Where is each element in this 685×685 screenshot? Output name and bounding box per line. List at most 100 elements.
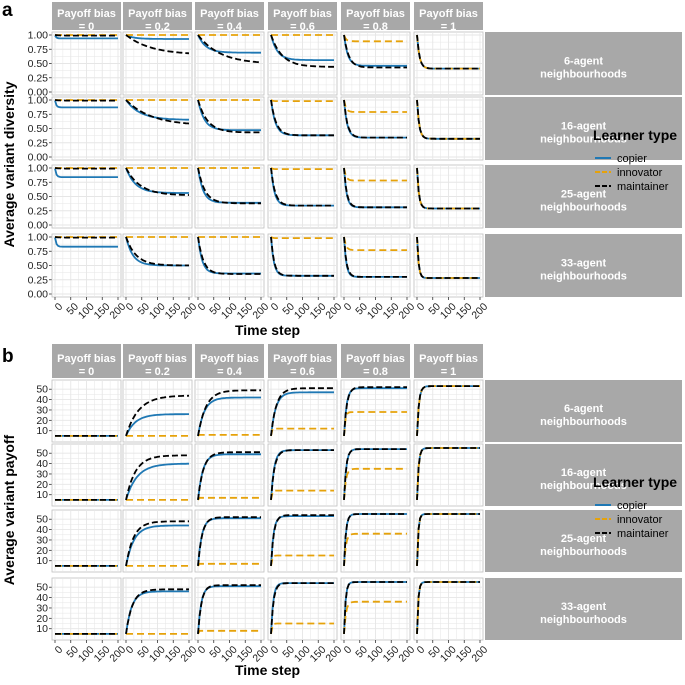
series-line-innovator	[197, 496, 261, 501]
y-tick-label: 0.75	[28, 44, 49, 56]
series-line-maintainer	[197, 167, 261, 205]
row-strip-label: 6-agent neighbourhoods	[540, 403, 627, 428]
series-line-maintainer	[416, 447, 480, 500]
facet-panel	[413, 164, 484, 229]
column-strip-label-line: = 0.8	[363, 21, 388, 33]
series-line-maintainer	[416, 34, 480, 70]
facet-panel	[340, 96, 411, 161]
row-strip-label-line: 6-agent	[564, 56, 603, 68]
y-tick-label: 1.00	[28, 95, 49, 107]
facet-panel	[340, 443, 411, 507]
row-strip	[485, 234, 682, 297]
series-line-copier	[125, 462, 189, 501]
series-line-innovator	[270, 622, 334, 635]
series-line-maintainer	[54, 167, 118, 170]
column-strip	[52, 344, 121, 378]
series-line-copier	[54, 35, 118, 40]
series-line-maintainer	[343, 167, 407, 209]
facet-panel	[267, 577, 338, 641]
series-line-copier	[125, 413, 189, 437]
y-tick-label: 50	[36, 448, 48, 460]
legend-label-innovator: innovator	[617, 167, 663, 179]
series-line-maintainer	[416, 385, 480, 436]
x-tick-label: 0	[342, 301, 355, 314]
column-strip-label-line: = 0	[79, 366, 95, 378]
column-strip	[52, 2, 121, 30]
column-strip	[123, 2, 192, 30]
series-line-innovator	[343, 532, 407, 566]
y-tick-label: 0.00	[28, 87, 49, 99]
facet-panel	[267, 443, 338, 507]
column-strip-label-line: Payoff bias	[346, 353, 405, 365]
x-tick-label: 0	[342, 644, 355, 657]
column-strip-label: Payoff bias = 0.6	[273, 8, 332, 33]
facet-panel	[51, 577, 122, 641]
legend: Learner type copier innovator maintainer	[593, 127, 677, 193]
series-line-copier	[125, 34, 189, 40]
series-line-innovator	[343, 467, 407, 500]
y-tick-label: 20	[36, 415, 48, 427]
y-tick-label: 50	[36, 582, 48, 594]
series-line-maintainer	[416, 167, 480, 210]
legend-label-copier: copier	[617, 153, 647, 165]
x-tick-label: 0	[53, 644, 66, 657]
column-strip-label-line: Payoff bias	[419, 353, 478, 365]
facet-panel	[194, 96, 265, 161]
facet-panel	[413, 577, 484, 641]
series-line-innovator	[270, 489, 334, 501]
column-strip-label-line: = 0.6	[290, 21, 315, 33]
facet-panel	[267, 96, 338, 161]
column-strip	[268, 2, 337, 30]
row-strip-label-line: neighbourhoods	[540, 202, 627, 214]
column-strip-label-line: = 0.8	[363, 366, 388, 378]
x-tick-label: 0	[415, 301, 428, 314]
facet-panel	[413, 379, 484, 443]
y-tick-label: 0.50	[28, 58, 49, 70]
legend-title: Learner type	[593, 474, 677, 490]
series-line-innovator	[270, 427, 334, 437]
facet-panel	[122, 577, 193, 641]
facet-panel	[413, 96, 484, 161]
series-line-maintainer	[270, 236, 334, 277]
series-line-maintainer	[270, 582, 334, 634]
y-tick-label: 0.00	[28, 220, 49, 232]
column-strip-label-line: Payoff bias	[419, 8, 478, 20]
y-tick-label: 0.25	[28, 137, 49, 149]
series-line-maintainer	[125, 167, 189, 196]
x-tick-label: 200	[323, 644, 344, 665]
series-line-maintainer	[125, 394, 190, 437]
y-tick-label: 40	[36, 458, 48, 470]
facet-panel	[51, 164, 122, 229]
series-line-maintainer	[197, 236, 261, 275]
series-line-innovator	[343, 600, 407, 634]
row-strip	[485, 32, 682, 95]
series-line-maintainer	[343, 99, 407, 139]
series-line-innovator	[416, 167, 480, 210]
series-line-innovator	[343, 99, 407, 113]
row-strip-label-line: 16-agent	[561, 121, 607, 133]
series-line-innovator	[197, 629, 261, 635]
x-tick-label: 200	[396, 644, 417, 665]
series-line-maintainer	[416, 581, 480, 634]
facet-panel	[340, 233, 411, 298]
column-strip-label: Payoff bias = 0.6	[273, 353, 332, 378]
series-line-maintainer	[54, 236, 118, 239]
series-line-maintainer	[197, 451, 261, 501]
series-line-maintainer	[125, 588, 189, 635]
series-line-copier	[54, 100, 118, 109]
y-axis-title: Average variant diversity	[1, 81, 17, 247]
column-strip	[195, 344, 264, 378]
column-strip-label-line: = 0.4	[217, 366, 243, 378]
column-strip-label-line: Payoff bias	[346, 8, 405, 20]
facet-panel	[194, 509, 265, 573]
series-line-innovator	[343, 236, 407, 252]
x-axis-title: Time step	[235, 662, 300, 678]
series-line-copier	[270, 391, 334, 437]
y-tick-label: 30	[36, 602, 48, 614]
y-tick-label: 0.75	[28, 246, 49, 258]
legend-label-innovator: innovator	[617, 514, 663, 526]
y-tick-label: 10	[36, 425, 48, 437]
y-tick-label: 0.25	[28, 274, 49, 286]
y-tick-label: 0.50	[28, 191, 49, 203]
column-strip-label-line: = 1	[441, 21, 457, 33]
